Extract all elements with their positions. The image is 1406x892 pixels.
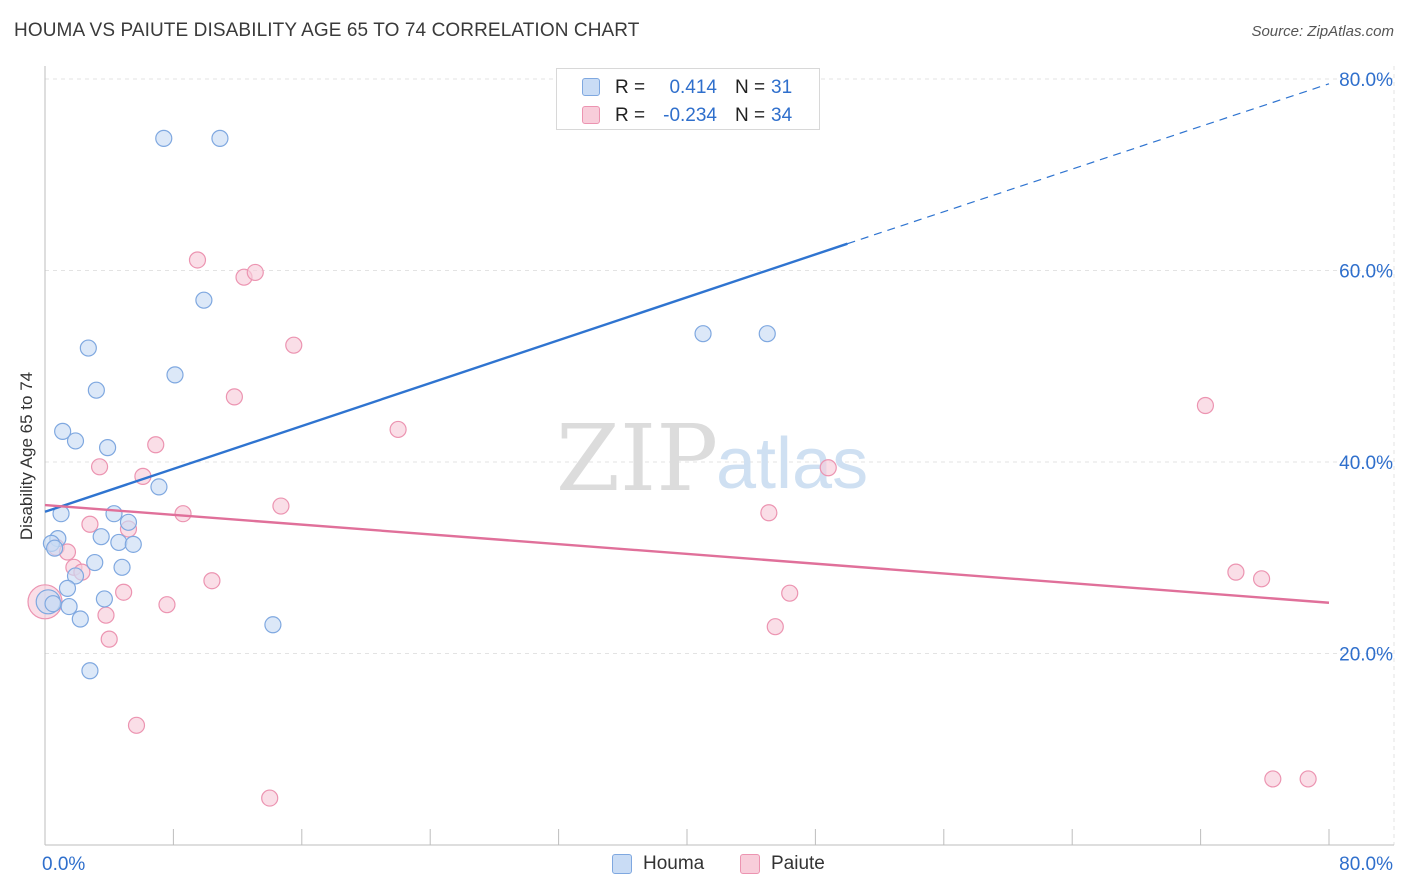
watermark-atlas: atlas <box>716 424 868 504</box>
paiute-point <box>1227 563 1245 581</box>
houma-point <box>92 528 110 546</box>
houma-point <box>195 291 213 309</box>
paiute-point <box>285 336 303 354</box>
data-points <box>27 129 1317 807</box>
series-legend: Houma Paiute <box>0 852 1406 878</box>
r-label: R = <box>615 77 646 98</box>
houma-trend-line <box>44 242 848 513</box>
paiute-point <box>760 504 778 522</box>
paiute-point <box>1252 570 1271 588</box>
houma-trend-extension <box>847 83 1330 245</box>
houma-point <box>98 439 117 457</box>
axes <box>44 66 1394 846</box>
houma-point <box>155 129 173 147</box>
houma-point <box>124 535 142 553</box>
paiute-point <box>261 789 279 807</box>
houma-point <box>66 432 85 450</box>
houma-point <box>54 422 72 440</box>
paiute-point <box>158 596 176 614</box>
paiute-point <box>1299 770 1317 788</box>
houma-point <box>211 129 229 147</box>
paiute-swatch <box>582 106 600 124</box>
y-tick-label: 80.0% <box>1339 70 1393 91</box>
houma-legend-swatch <box>612 854 632 874</box>
paiute-trend-line <box>44 503 1330 604</box>
paiute-point <box>781 584 799 602</box>
houma-point <box>44 595 62 613</box>
houma-point <box>58 579 77 597</box>
x-tick-label: 80.0% <box>1339 854 1393 875</box>
legend-row-houma: R = 0.414 N = 31 <box>557 73 819 101</box>
watermark: ZIP atlas <box>556 405 868 512</box>
paiute-point <box>147 436 165 454</box>
houma-point <box>46 539 64 557</box>
houma-r-value: 0.414 <box>669 77 717 98</box>
paiute-point <box>97 606 115 624</box>
houma-point <box>110 533 128 552</box>
houma-point <box>95 590 113 608</box>
tick-labels: 20.0% 40.0% 60.0% 80.0% 0.0% 80.0% <box>42 70 1393 875</box>
houma-point <box>119 513 138 531</box>
houma-point <box>60 597 78 616</box>
paiute-point <box>203 572 221 590</box>
n-label: N = <box>735 77 766 98</box>
houma-point <box>81 662 99 680</box>
houma-point <box>758 325 776 343</box>
paiute-point <box>246 263 264 282</box>
houma-point <box>264 616 282 634</box>
source-credit: Source: ZipAtlas.com <box>1251 23 1394 40</box>
x-tick-label: 0.0% <box>42 854 85 875</box>
houma-legend-label: Houma <box>643 853 705 874</box>
paiute-point <box>100 630 118 648</box>
houma-point <box>150 478 168 496</box>
houma-point <box>694 325 712 343</box>
trend-lines <box>44 83 1330 604</box>
paiute-legend-label: Paiute <box>771 853 825 874</box>
paiute-point <box>81 515 99 533</box>
y-tick-label: 40.0% <box>1339 453 1393 474</box>
paiute-point <box>188 251 207 269</box>
paiute-legend-swatch <box>740 854 760 874</box>
paiute-point <box>115 583 133 601</box>
paiute-point <box>174 505 192 523</box>
houma-point <box>71 610 89 628</box>
houma-point <box>79 339 97 357</box>
watermark-zip: ZIP <box>556 405 718 512</box>
paiute-point <box>1196 396 1215 415</box>
paiute-r-value: -0.234 <box>663 105 717 126</box>
paiute-point <box>127 716 146 734</box>
houma-swatch <box>582 78 600 96</box>
paiute-point <box>819 459 837 477</box>
y-tick-label: 60.0% <box>1339 262 1393 283</box>
paiute-point <box>272 497 290 515</box>
y-tick-label: 20.0% <box>1339 645 1393 666</box>
paiute-point <box>1264 770 1282 788</box>
stats-legend: R = 0.414 N = 31 R = -0.234 N = 34 <box>556 68 820 130</box>
r-label: R = <box>615 105 646 126</box>
houma-point <box>66 567 85 585</box>
paiute-point <box>389 420 407 439</box>
houma-point <box>105 505 123 523</box>
houma-point <box>166 366 184 384</box>
paiute-n-value: 34 <box>771 105 793 126</box>
legend-row-paiute: R = -0.234 N = 34 <box>557 101 819 129</box>
paiute-point <box>766 618 784 636</box>
n-label: N = <box>735 105 766 126</box>
houma-n-value: 31 <box>771 77 793 98</box>
houma-point <box>87 381 105 399</box>
paiute-point <box>225 388 243 406</box>
paiute-point <box>90 458 109 476</box>
houma-point <box>86 553 104 572</box>
chart-title: HOUMA VS PAIUTE DISABILITY AGE 65 TO 74 … <box>14 20 640 41</box>
houma-point <box>113 558 131 576</box>
